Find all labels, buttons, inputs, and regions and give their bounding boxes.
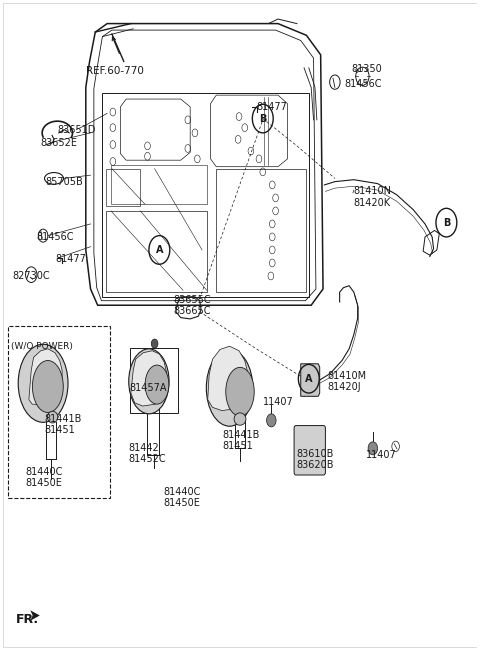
Polygon shape (131, 351, 167, 406)
Circle shape (368, 442, 378, 455)
Circle shape (266, 414, 276, 427)
Text: 81350: 81350 (351, 64, 382, 74)
Text: 81420J: 81420J (328, 382, 361, 392)
Text: 81420K: 81420K (354, 198, 391, 208)
Ellipse shape (206, 350, 253, 426)
Text: 81451: 81451 (45, 425, 75, 435)
Text: 81440C: 81440C (163, 487, 201, 497)
Ellipse shape (48, 411, 58, 423)
Text: 81477: 81477 (257, 102, 288, 112)
Text: 81456C: 81456C (344, 79, 382, 89)
Text: 81452C: 81452C (129, 455, 166, 464)
Text: 81410N: 81410N (354, 186, 392, 196)
Ellipse shape (145, 365, 169, 404)
Text: 82730C: 82730C (12, 271, 50, 281)
Text: 83652E: 83652E (41, 138, 78, 148)
Text: 85705B: 85705B (46, 176, 83, 187)
Ellipse shape (234, 413, 246, 425)
Text: 81440C: 81440C (25, 467, 63, 478)
Text: 81457A: 81457A (130, 383, 167, 393)
Ellipse shape (18, 344, 68, 422)
Text: B: B (259, 113, 266, 123)
Text: 11407: 11407 (263, 397, 294, 407)
Text: 83651D: 83651D (57, 125, 96, 134)
Text: 81450E: 81450E (25, 478, 62, 489)
Text: 81450E: 81450E (163, 498, 200, 508)
Text: 81477: 81477 (55, 254, 86, 264)
Text: 81441B: 81441B (222, 430, 259, 440)
Text: (W/O POWER): (W/O POWER) (12, 342, 73, 351)
Text: A: A (156, 245, 163, 255)
Text: 11407: 11407 (366, 450, 396, 460)
Ellipse shape (129, 349, 169, 414)
Text: 83610B: 83610B (296, 449, 333, 459)
Text: 81442: 81442 (129, 443, 159, 453)
Ellipse shape (33, 361, 63, 413)
Text: 81456C: 81456C (36, 232, 73, 242)
Text: 81451: 81451 (222, 441, 253, 451)
Polygon shape (29, 349, 62, 405)
Text: REF.60-770: REF.60-770 (86, 66, 144, 76)
Ellipse shape (226, 367, 254, 416)
Text: 83655C: 83655C (174, 295, 211, 305)
Polygon shape (301, 364, 320, 396)
Text: 83665C: 83665C (174, 306, 211, 316)
Text: B: B (443, 218, 450, 228)
Circle shape (151, 339, 158, 348)
Polygon shape (208, 346, 248, 411)
FancyBboxPatch shape (294, 426, 325, 475)
Text: 81410M: 81410M (328, 371, 367, 381)
Text: A: A (305, 374, 312, 384)
Text: 81441B: 81441B (45, 414, 82, 424)
Polygon shape (30, 610, 40, 621)
Text: FR.: FR. (16, 613, 39, 626)
Text: 83620B: 83620B (296, 461, 334, 470)
